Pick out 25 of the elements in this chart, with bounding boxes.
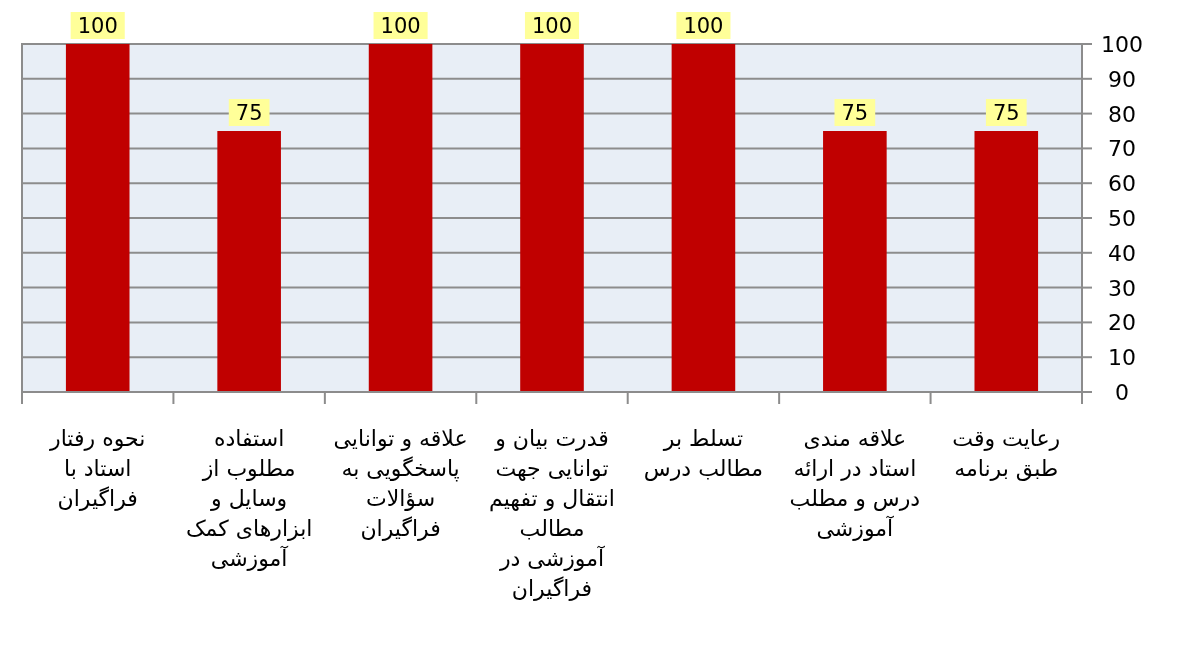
x-tick-label: تسلط بر مطالب درس [643,426,763,482]
data-label: 100 [380,14,421,38]
y-tick-label: 90 [1108,66,1136,92]
data-label: 75 [841,101,869,125]
x-tick-label: قدرت بیان و توانایی جهت انتقال و تفهیم مطالب آموزشی در فراگیران [489,426,615,601]
data-label: 100 [683,14,724,38]
x-tick-label: رعایت وقت طبق برنامه [952,426,1061,482]
y-tick-label: 50 [1108,205,1136,231]
data-label: 75 [235,101,263,125]
y-tick-label: 70 [1108,136,1136,162]
x-tick-label: استفاده مطلوب از وسایل و ابزارهای کمک آموزشی [185,426,313,571]
x-tick-label: علاقه مندی استاد در ارائه درس و مطلب آموزشی [789,426,921,541]
y-tick-label: 30 [1108,275,1136,301]
x-tick-label: نحوه رفتار استاد با فراگیران [49,426,146,511]
y-tick-label: 40 [1108,240,1136,266]
y-tick-label: 10 [1108,345,1136,371]
y-tick-label: 80 [1108,101,1136,127]
data-label: 100 [531,14,573,38]
data-label: 100 [77,14,118,38]
x-tick-label: علاقه و توانایی پاسخگویی به سؤالات فراگیران [333,426,468,541]
y-tick-label: 20 [1108,310,1136,336]
y-tick-label: 0 [1115,379,1129,405]
y-tick-label: 60 [1108,171,1136,197]
y-tick-label: 100 [1101,31,1143,57]
data-label: 75 [992,101,1020,125]
